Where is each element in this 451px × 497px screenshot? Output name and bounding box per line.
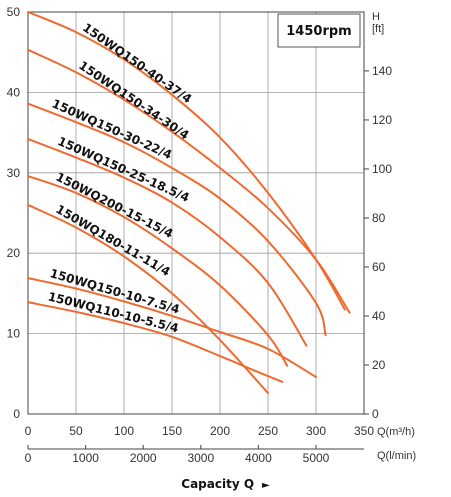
x-tick-label: 100: [114, 424, 134, 438]
y-right-axis-label: H: [372, 11, 380, 23]
x-tick-label: 250: [258, 424, 278, 438]
x-tick-label: 200: [210, 424, 230, 438]
pump-curve-4: [27, 138, 308, 347]
pump-curve-6: [27, 203, 269, 395]
pump-curve-1: [27, 11, 346, 311]
y-right-axis-unit: [ft]: [372, 23, 384, 35]
x-tick-label: 350: [354, 424, 374, 438]
capacity-caption-text: Capacity Q: [181, 477, 255, 491]
curve-label-6: 150WQ180-11-11/4: [53, 202, 172, 279]
y-right-tick-label: 100: [372, 162, 392, 176]
y-tick-label: 20: [7, 246, 21, 260]
pump-curve-7: [27, 277, 317, 379]
x2-tick-label: 3000: [187, 451, 214, 465]
y-right-tick-label: 20: [372, 358, 386, 372]
y-tick-label: 50: [7, 5, 21, 19]
y-right-tick-label: 40: [372, 309, 386, 323]
y-right-tick-label: 80: [372, 211, 386, 225]
pump-curve-3: [27, 102, 327, 337]
y-tick-label: 10: [7, 327, 21, 341]
x-tick-label: 150: [162, 424, 182, 438]
x2-tick-label: 5000: [303, 451, 330, 465]
x2-tick-label: 0: [25, 451, 32, 465]
caption-arrow-icon: ►: [262, 480, 270, 491]
y-tick-label: 40: [7, 85, 21, 99]
y-right-tick-label: 140: [372, 64, 392, 78]
speed-label: 1450rpm: [286, 24, 351, 39]
x-tick-label: 300: [306, 424, 326, 438]
plot-frame: [27, 11, 365, 415]
x2-tick-label: 4000: [245, 451, 272, 465]
y-right-tick-label: 60: [372, 260, 386, 274]
pump-curve-5: [27, 175, 289, 367]
x-tick-label: 0: [25, 424, 32, 438]
pump-curve-8: [27, 301, 284, 383]
pump-curve-2: [27, 48, 351, 314]
x-tick-label: 50: [69, 424, 83, 438]
x-axis-unit-label: Q(m³/h): [377, 426, 415, 438]
y-tick-label: 30: [7, 166, 21, 180]
x2-axis-unit-label: Q(l/min): [377, 450, 416, 462]
speed-box: [277, 13, 361, 48]
y-tick-label: 0: [13, 407, 20, 421]
y-right-tick-label: 120: [372, 113, 392, 127]
y-right-tick-label: 0: [372, 407, 379, 421]
x2-tick-label: 2000: [130, 451, 157, 465]
x2-tick-label: 1000: [72, 451, 99, 465]
capacity-caption: Capacity Q ►: [0, 477, 451, 491]
